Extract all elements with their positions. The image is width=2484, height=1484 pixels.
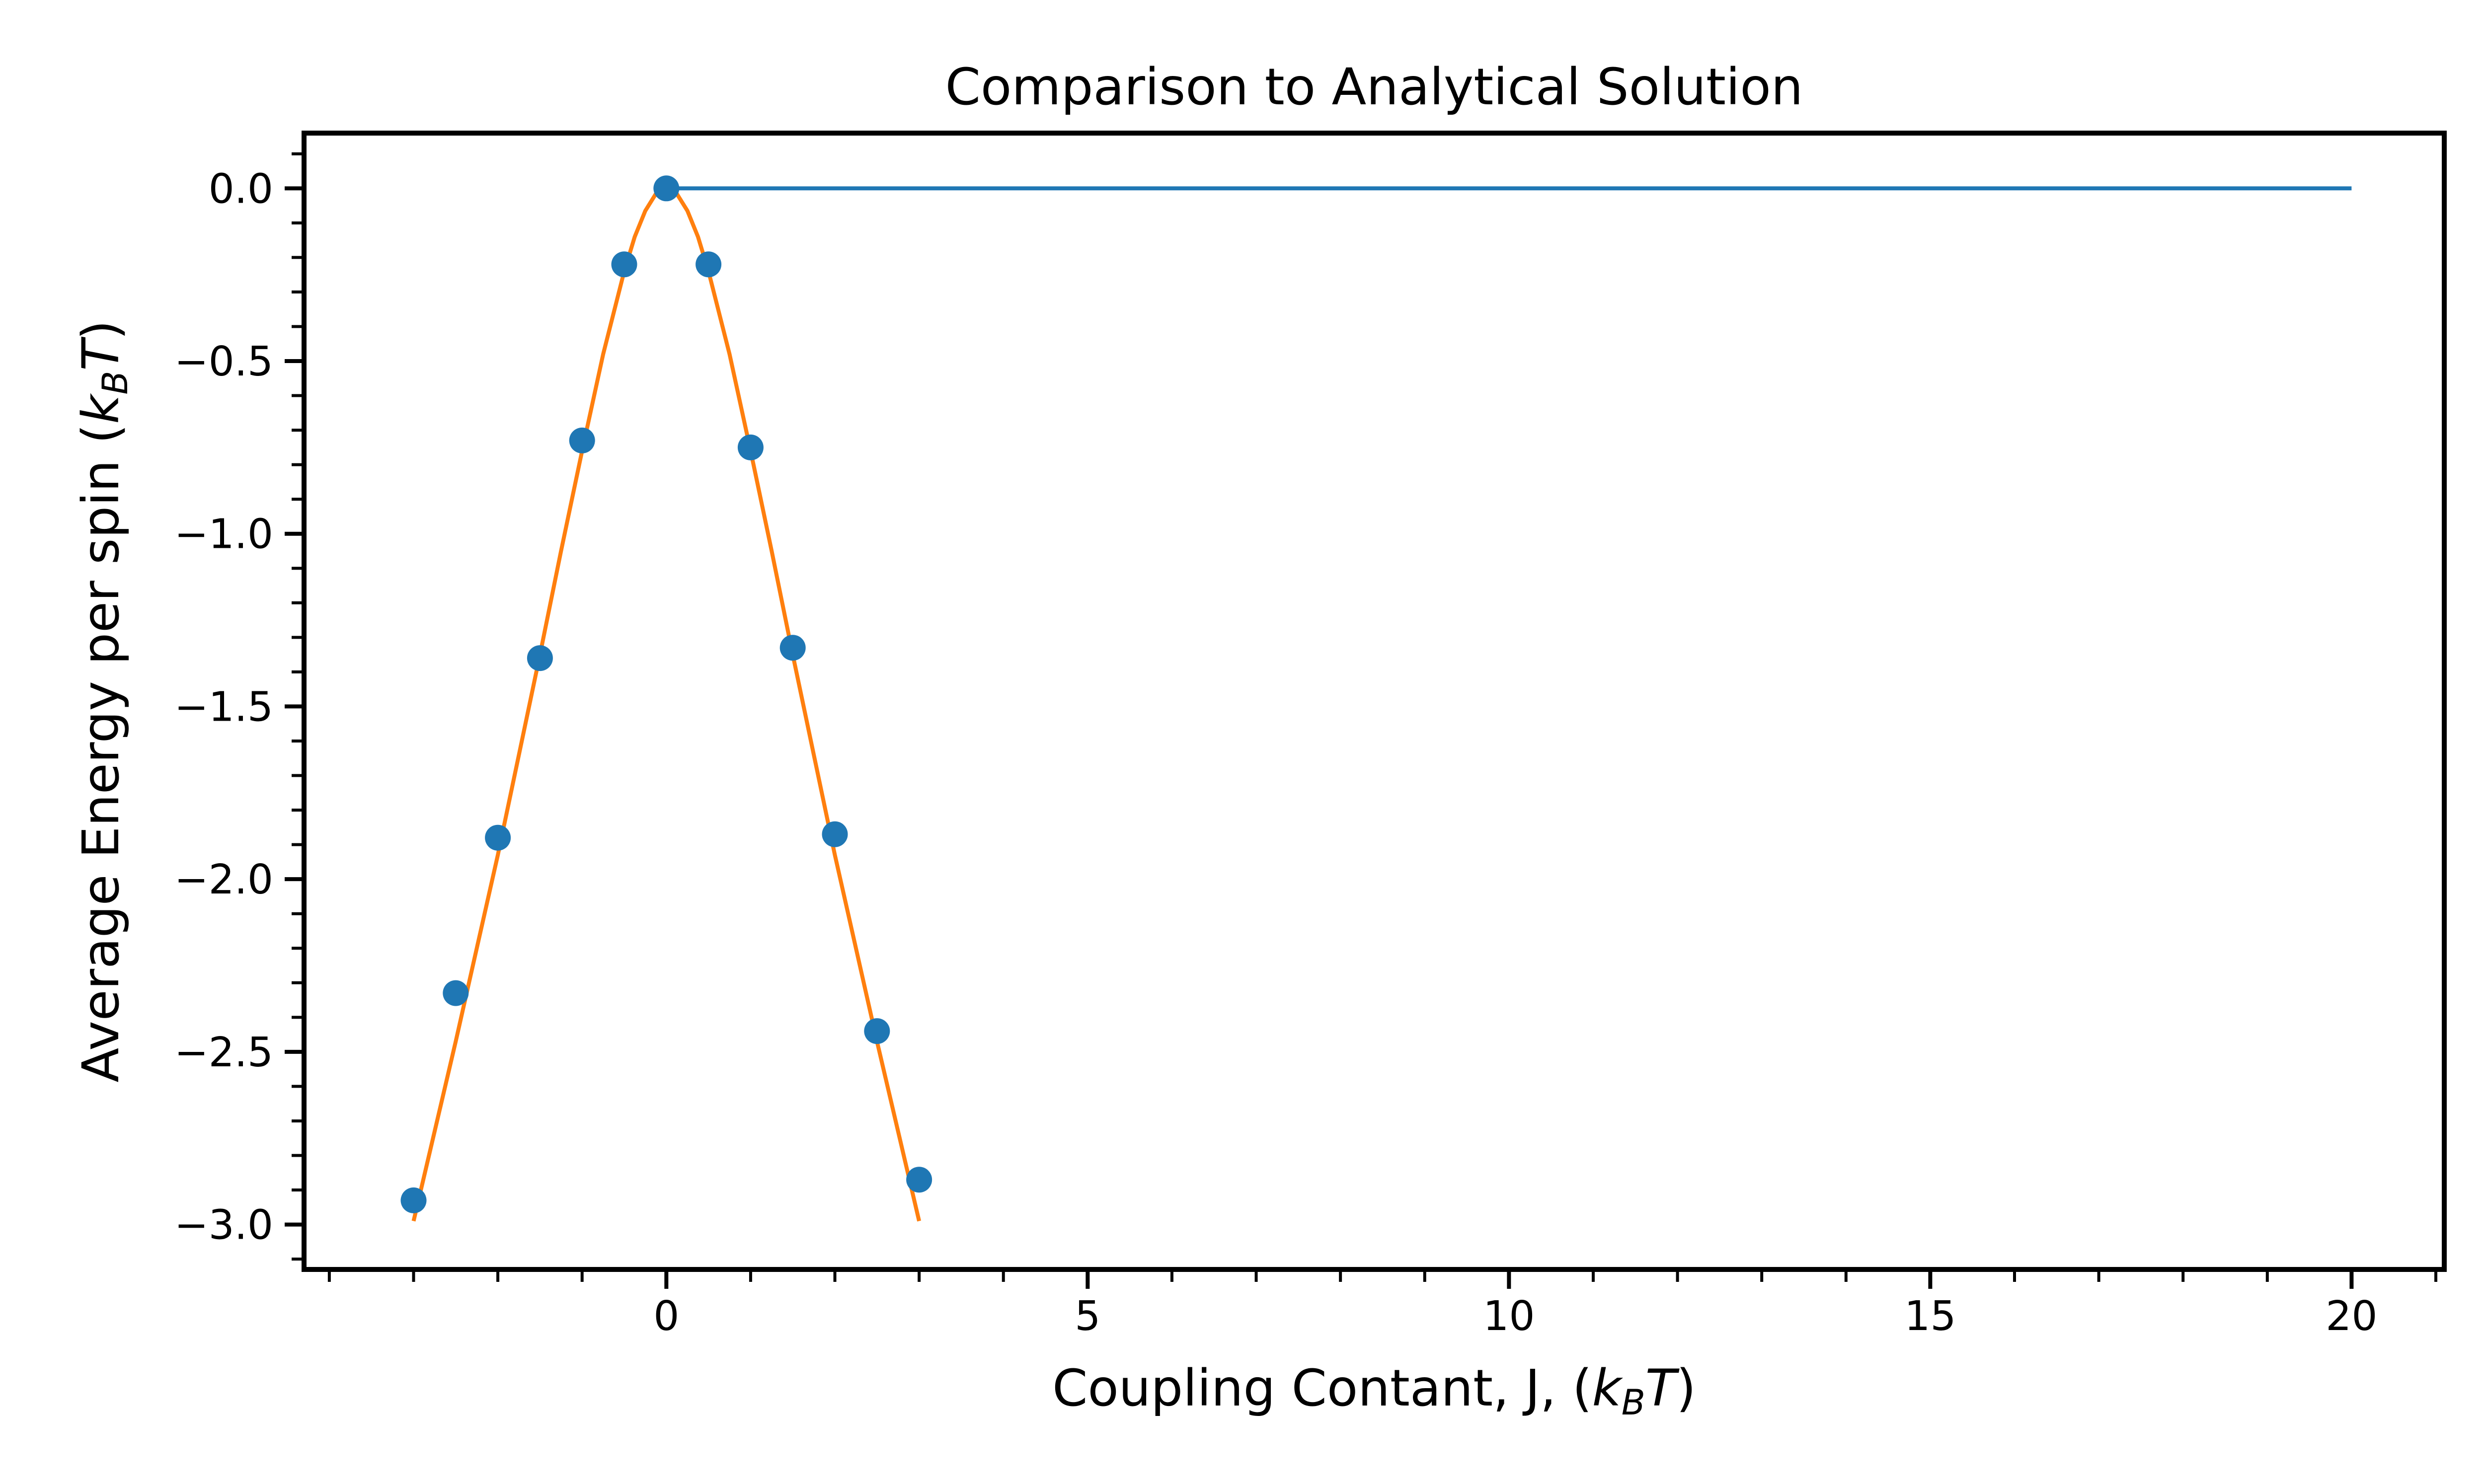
data-point xyxy=(864,1018,890,1044)
y-tick-label: −3.0 xyxy=(174,1202,273,1249)
y-axis-label-k: k xyxy=(72,393,131,424)
x-axis-label: Coupling Contant, J, (kBT) xyxy=(1052,1359,1696,1423)
data-point xyxy=(653,175,680,202)
x-tick-label: 0 xyxy=(653,1293,679,1340)
x-axis-label-main: Coupling Contant, J, ( xyxy=(1052,1359,1592,1418)
x-axis-label-k: k xyxy=(1592,1359,1624,1418)
y-tick-label: −2.0 xyxy=(174,856,273,903)
x-axis-label-sub: B xyxy=(1622,1382,1645,1423)
data-point xyxy=(569,427,595,453)
x-tick-label: 5 xyxy=(1075,1293,1100,1340)
y-tick-label: −2.5 xyxy=(174,1029,273,1076)
y-tick-label: −1.0 xyxy=(174,511,273,558)
data-point xyxy=(737,434,764,460)
data-point xyxy=(485,824,511,851)
y-tick-label: −0.5 xyxy=(174,338,273,385)
y-axis-label-close: ) xyxy=(72,320,131,340)
plot-area xyxy=(400,175,2352,1222)
data-point xyxy=(611,251,637,278)
data-point xyxy=(527,645,553,671)
x-tick-label: 15 xyxy=(1904,1293,1956,1340)
data-point xyxy=(779,635,806,661)
plot-frame xyxy=(302,131,2447,1272)
x-tick-label: 20 xyxy=(2326,1293,2377,1340)
data-point xyxy=(696,251,722,278)
x-axis-label-t: T xyxy=(1645,1359,1680,1418)
y-axis-label: Average Energy per spin (kBT) xyxy=(72,320,136,1083)
y-axis-label-sub: B xyxy=(95,371,136,395)
chart-title: Comparison to Analytical Solution xyxy=(945,58,1803,117)
y-tick-label: 0.0 xyxy=(209,165,273,213)
y-axis: 0.0 −0.5 −1.0 −1.5 −2.0 −2.5 −3.0 xyxy=(174,152,302,1261)
x-tick-label: 10 xyxy=(1483,1293,1535,1340)
x-axis: 0 5 10 15 20 xyxy=(327,1272,2438,1340)
x-axis-label-close: ) xyxy=(1676,1359,1696,1418)
y-axis-label-t: T xyxy=(72,337,131,371)
y-axis-label-main: Average Energy per spin ( xyxy=(72,424,131,1083)
y-tick-label: −1.5 xyxy=(174,683,273,731)
data-point xyxy=(822,821,848,847)
data-point xyxy=(443,980,469,1006)
data-point xyxy=(400,1187,427,1213)
data-point xyxy=(906,1167,932,1193)
